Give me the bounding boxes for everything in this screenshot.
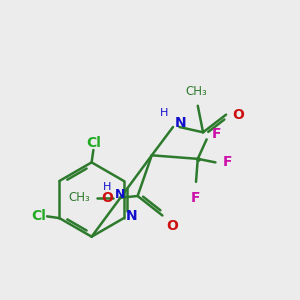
- Text: N: N: [126, 209, 137, 223]
- Text: F: F: [223, 155, 232, 170]
- Text: N: N: [115, 188, 125, 201]
- Text: H: H: [103, 182, 112, 193]
- Text: O: O: [101, 191, 113, 205]
- Text: O: O: [166, 219, 178, 233]
- Text: F: F: [212, 127, 221, 141]
- Text: F: F: [191, 191, 201, 205]
- Text: H: H: [160, 108, 168, 118]
- Text: Cl: Cl: [86, 136, 101, 150]
- Text: Cl: Cl: [31, 209, 46, 223]
- Text: O: O: [232, 108, 244, 122]
- Text: N: N: [175, 116, 186, 130]
- Text: CH₃: CH₃: [68, 191, 90, 204]
- Text: CH₃: CH₃: [185, 85, 207, 98]
